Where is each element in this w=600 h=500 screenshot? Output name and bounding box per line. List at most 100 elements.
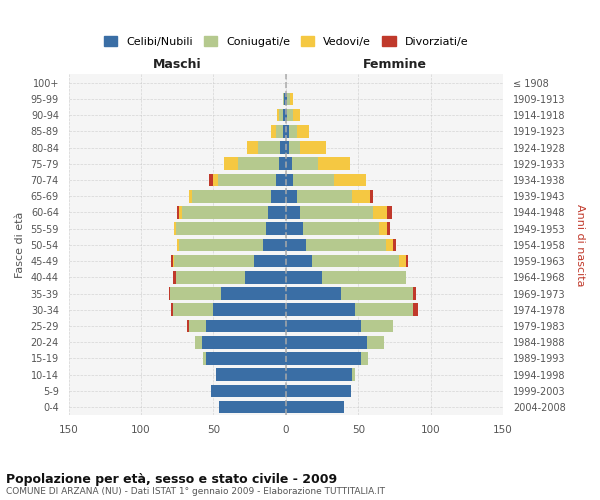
Bar (214, 174, 218, 186)
Bar (361, 320, 393, 332)
Bar (286, 352, 361, 365)
Bar (287, 92, 290, 105)
Bar (298, 190, 352, 202)
Bar (286, 401, 344, 413)
Bar (280, 141, 286, 154)
Bar (202, 336, 286, 348)
Bar (286, 368, 352, 381)
Bar (413, 287, 416, 300)
Bar (334, 174, 365, 186)
Bar (172, 255, 173, 268)
Bar (219, 401, 286, 413)
Bar (206, 320, 286, 332)
Bar (179, 238, 263, 251)
Bar (206, 352, 286, 365)
Bar (301, 206, 373, 219)
Bar (238, 158, 278, 170)
Bar (284, 92, 286, 105)
Bar (286, 206, 301, 219)
Text: Femmine: Femmine (362, 58, 427, 71)
Bar (217, 368, 286, 381)
Bar (387, 222, 390, 235)
Bar (399, 255, 406, 268)
Bar (286, 174, 293, 186)
Bar (361, 352, 368, 365)
Bar (177, 206, 179, 219)
Bar (286, 336, 367, 348)
Bar (286, 384, 351, 398)
Bar (301, 141, 326, 154)
Bar (177, 238, 179, 251)
Bar (271, 125, 276, 138)
Bar (176, 222, 266, 235)
Y-axis label: Fasce di età: Fasce di età (15, 212, 25, 278)
Text: Popolazione per età, sesso e stato civile - 2009: Popolazione per età, sesso e stato civil… (6, 472, 337, 486)
Bar (293, 108, 301, 122)
Bar (312, 255, 399, 268)
Bar (286, 304, 355, 316)
Bar (373, 206, 387, 219)
Bar (293, 174, 334, 186)
Bar (169, 287, 170, 300)
Text: COMUNE DI ARZANA (NU) - Dati ISTAT 1° gennaio 2009 - Elaborazione TUTTITALIA.IT: COMUNE DI ARZANA (NU) - Dati ISTAT 1° ge… (6, 488, 385, 496)
Bar (221, 287, 286, 300)
Bar (286, 287, 341, 300)
Bar (283, 108, 286, 122)
Bar (276, 174, 286, 186)
Bar (352, 190, 370, 202)
Bar (179, 206, 182, 219)
Bar (286, 271, 322, 283)
Legend: Celibi/Nubili, Coniugati/e, Vedovi/e, Divorziati/e: Celibi/Nubili, Coniugati/e, Vedovi/e, Di… (104, 36, 468, 46)
Bar (175, 255, 254, 268)
Bar (341, 287, 413, 300)
Bar (298, 125, 309, 138)
Bar (245, 271, 286, 283)
Bar (306, 238, 386, 251)
Bar (173, 271, 176, 283)
Bar (187, 320, 189, 332)
Bar (286, 222, 303, 235)
Bar (352, 368, 355, 381)
Bar (277, 108, 278, 122)
Y-axis label: Anni di nascita: Anni di nascita (575, 204, 585, 286)
Bar (271, 190, 286, 202)
Bar (286, 255, 312, 268)
Bar (278, 158, 286, 170)
Bar (289, 125, 298, 138)
Text: Maschi: Maschi (153, 58, 202, 71)
Bar (276, 125, 283, 138)
Bar (175, 222, 176, 235)
Bar (214, 304, 286, 316)
Bar (254, 255, 286, 268)
Bar (322, 271, 406, 283)
Bar (224, 158, 238, 170)
Bar (393, 238, 396, 251)
Bar (303, 222, 379, 235)
Bar (192, 190, 271, 202)
Bar (413, 304, 418, 316)
Bar (209, 174, 214, 186)
Bar (283, 92, 284, 105)
Bar (318, 158, 350, 170)
Bar (278, 108, 283, 122)
Bar (211, 384, 286, 398)
Bar (173, 304, 214, 316)
Bar (172, 304, 173, 316)
Bar (194, 336, 202, 348)
Bar (286, 158, 292, 170)
Bar (290, 92, 293, 105)
Bar (263, 238, 286, 251)
Bar (268, 206, 286, 219)
Bar (289, 141, 301, 154)
Bar (387, 206, 392, 219)
Bar (286, 125, 289, 138)
Bar (286, 141, 289, 154)
Bar (170, 287, 221, 300)
Bar (266, 222, 286, 235)
Bar (286, 320, 361, 332)
Bar (379, 222, 387, 235)
Bar (367, 336, 385, 348)
Bar (176, 271, 245, 283)
Bar (287, 108, 293, 122)
Bar (406, 255, 407, 268)
